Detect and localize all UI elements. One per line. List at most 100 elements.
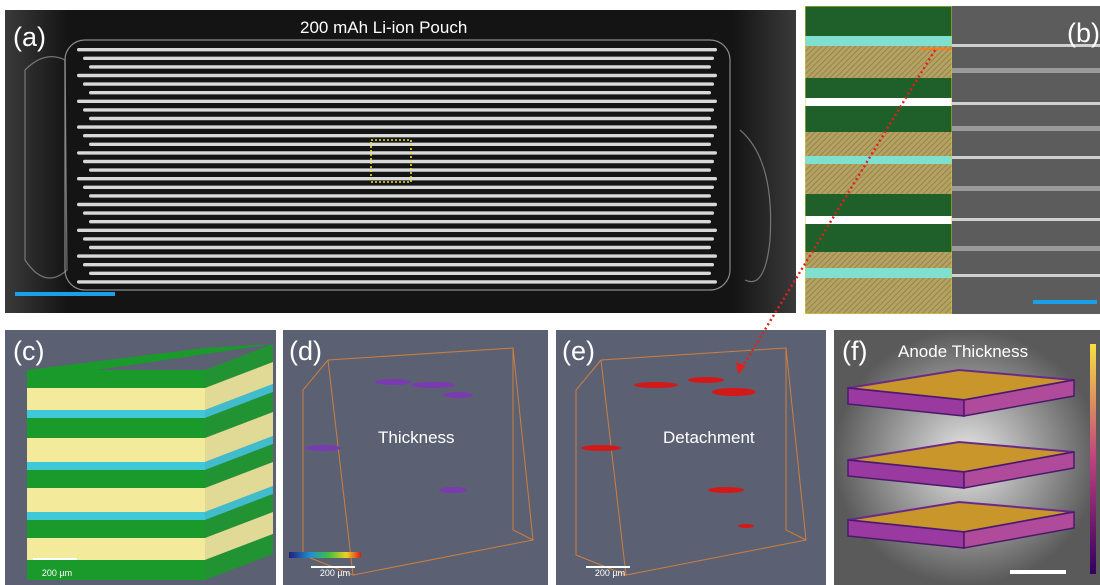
segmented-band [805,106,952,132]
scale-bar-b [1033,300,1097,304]
cube-side-stripe [205,392,273,438]
panel-b-zoomed-electrode-section: (b) [805,6,1100,314]
segmented-band [805,6,952,36]
segmented-cube-render [27,344,273,580]
electrode-layer [83,211,714,215]
cube-front-stripe [27,462,205,470]
thickness-blob [439,487,467,493]
cube-front-stripe [27,370,205,388]
scale-bar-c [33,558,77,560]
cube-front-stripe [27,560,205,580]
roi-box [370,139,412,183]
cube-front-stripe [27,438,205,462]
electrode-layer [77,254,717,258]
cube-front-stripe [27,470,205,488]
panel-b-label: (b) [1067,18,1100,48]
cube-front-stripe [27,538,205,560]
detachment-blob [634,382,678,388]
electrode-layer [77,228,717,232]
electrode-layer [83,185,714,189]
box-edge [512,348,534,541]
ct-zoom-layer [952,274,1100,277]
cube-front-stripe [27,488,205,512]
segmented-band [805,132,952,156]
cube-front-stripe [27,418,205,438]
electrode-zoom-image [805,6,1100,314]
thickness-blob [305,445,341,451]
panel-d-thickness-volume: (d) Thickness 200 µm [283,330,548,585]
electrode-layer [77,99,717,103]
cube-front-stripe [27,388,205,410]
anode-thickness-render [834,330,1100,585]
left-tab-fold [24,56,68,279]
thickness-volume-render [289,347,534,576]
panel-d-scale-label: 200 µm [319,568,351,578]
cube-front-stripe [27,520,205,538]
electrode-layer [77,280,717,284]
scale-bar-e [586,566,630,568]
electrode-layer [89,91,711,95]
detachment-blob [688,377,724,383]
electrode-layer [77,125,717,129]
segmented-band [805,216,952,224]
pouch-cell-ct-image [5,10,796,313]
electrode-layer [83,134,714,138]
panel-f-label: (f) [842,336,868,366]
thickness-colorbar [289,552,361,558]
box-edge [302,390,354,576]
segmented-band [805,78,952,98]
scale-bar-a [15,292,115,296]
scale-bar-d [311,566,355,568]
cube-side-stripe [205,412,273,462]
thickness-blob [411,382,455,388]
electrode-layer [89,142,711,146]
panel-a-pouch-cell-ct-slice: (a) 200 mAh Li-ion Pouch [5,10,796,313]
cube-side-stripe [205,384,273,418]
detachment-blob [581,445,621,451]
ct-zoom-background [952,6,1100,314]
electrode-layer [77,202,717,207]
box-edge [302,359,329,391]
detachment-volume-render [575,347,807,576]
segmented-band [805,156,952,164]
cube-side-stripe [205,486,273,520]
cube-front-stripe [27,512,205,520]
electrode-layer [89,220,711,224]
ct-zoom-layer [952,102,1100,105]
cube-side-stripe [205,444,273,488]
panel-f-anode-thickness-render: (f) Anode Thickness [834,330,1100,585]
electrode-layer [89,116,711,121]
panel-e-detachment-volume: (e) Detachment 200 µm [556,330,826,585]
electrode-layer [89,271,711,275]
segmented-band [805,36,952,46]
pouch-outline [64,39,731,291]
detachment-blob [712,388,756,396]
ct-zoom-layer [952,126,1100,131]
electrode-layer [77,48,717,52]
cube-side-stripe [205,494,273,538]
segmented-band [805,278,952,314]
electrode-layer [89,168,711,172]
box-edge [785,348,807,541]
segmented-band [805,46,952,78]
segmented-band [805,98,952,106]
anode-slab-side [963,379,1075,417]
segmented-band [805,252,952,268]
panel-e-label: (e) [562,336,595,366]
cube-top-face [27,344,273,370]
cube-side-stripe [205,512,273,560]
ct-zoom-layer [952,44,1100,47]
panel-d-title: Thickness [378,428,455,447]
electrode-layer [83,56,714,60]
ct-zoom-layer [952,186,1100,191]
panel-d-label: (d) [289,336,322,366]
panel-c-label: (c) [13,336,45,366]
segmented-band [805,194,952,216]
panel-e-scale-label: 200 µm [594,568,626,578]
anode-slab-side [963,511,1075,549]
electrode-layer [83,82,714,86]
panel-a-title: 200 mAh Li-ion Pouch [300,18,468,37]
electrode-layer [89,194,711,198]
electrode-layer [77,73,717,78]
electrode-layer [77,177,717,181]
